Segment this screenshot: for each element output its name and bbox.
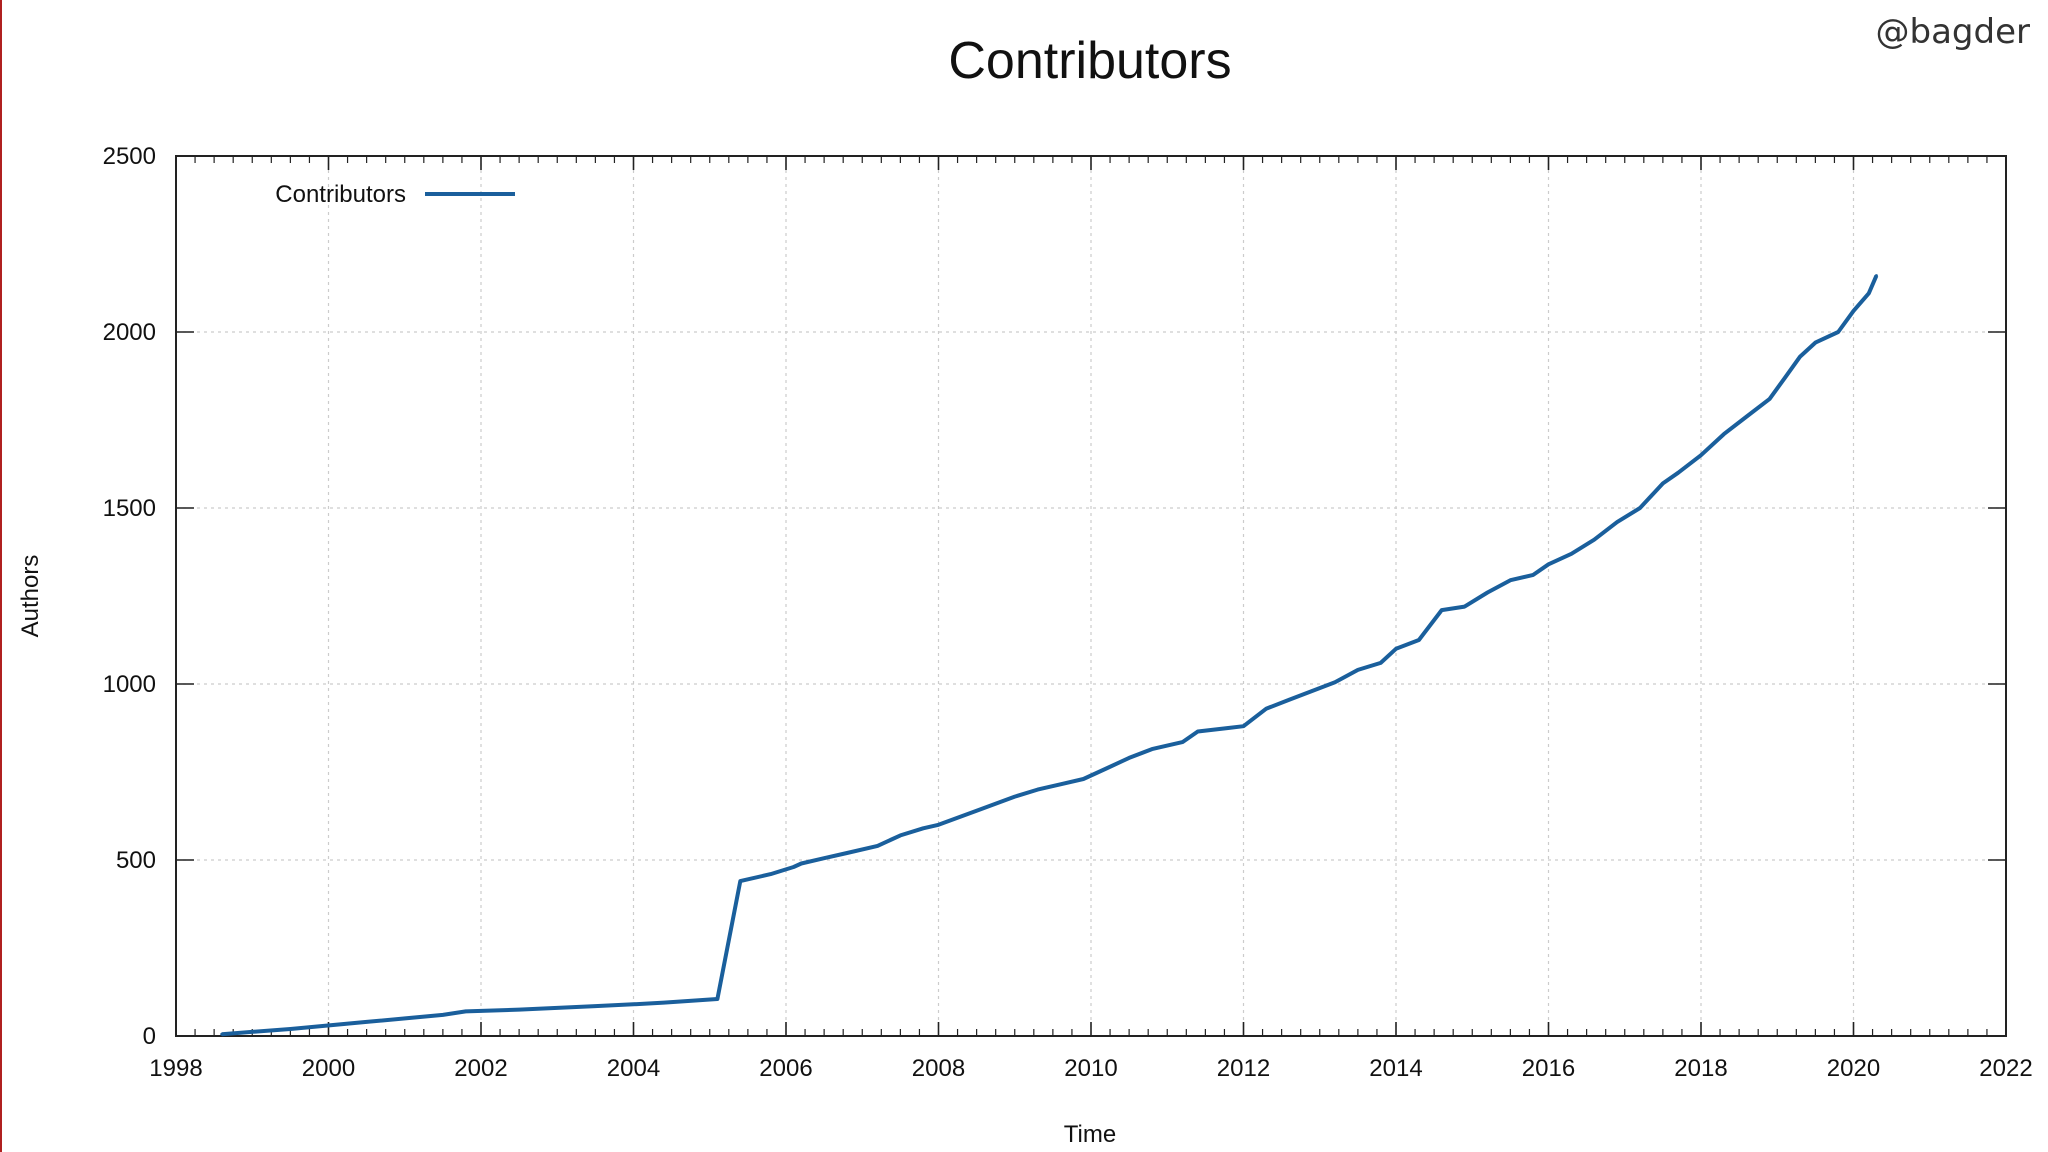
data-point [1196, 730, 1200, 734]
data-point [921, 826, 925, 830]
data-point [1676, 471, 1680, 475]
data-point [1356, 668, 1360, 672]
data-point [1615, 520, 1619, 524]
data-point [1242, 724, 1245, 728]
data-point [1813, 341, 1817, 345]
data-point [1036, 788, 1040, 792]
data-point [1836, 330, 1840, 334]
data-point [1852, 309, 1855, 313]
data-point [1226, 726, 1230, 730]
tick-labels: 1998 2000 2002 2004 2006 2008 2010 2012 2014 2016… [103, 143, 2033, 1082]
data-point [975, 809, 979, 813]
data-point [937, 823, 940, 827]
data-point [1745, 414, 1749, 418]
data-point [1059, 782, 1062, 786]
x-tick-label: 2020 [1827, 1055, 1880, 1082]
data-point [1798, 355, 1802, 359]
data-point [1569, 552, 1573, 556]
data-point [1463, 605, 1467, 609]
data-point [898, 833, 902, 837]
data-point [441, 1013, 445, 1017]
data-point [517, 1008, 521, 1012]
data-point [1874, 274, 1878, 278]
data-point [1508, 578, 1512, 582]
data-point [1013, 795, 1017, 799]
data-point [1333, 680, 1337, 684]
data-point [1531, 573, 1535, 577]
data-point [1127, 756, 1131, 760]
y-axis-label: Authors [17, 555, 44, 638]
x-tick-label: 2016 [1522, 1055, 1575, 1082]
data-point [1287, 698, 1291, 702]
x-axis-label: Time [1064, 1121, 1116, 1148]
data-point [662, 1001, 666, 1005]
data-point [1661, 481, 1665, 485]
data-point [1440, 608, 1444, 612]
data-point [822, 856, 826, 860]
data-point [1394, 647, 1398, 651]
y-tick-label: 1000 [103, 671, 156, 698]
y-tick-label: 500 [116, 847, 156, 874]
data-point [1181, 740, 1184, 744]
plot-frame [175, 155, 2007, 1037]
data-point [288, 1027, 292, 1031]
data-point [1264, 707, 1268, 711]
data-point [876, 844, 879, 848]
data-point [220, 1032, 224, 1036]
data-point [593, 1004, 597, 1008]
x-tick-label: 2008 [912, 1055, 965, 1082]
data-point [1722, 432, 1726, 436]
legend-label: Contributors [275, 181, 406, 208]
author-handle: @bagder [1875, 12, 2030, 52]
data-point [1547, 562, 1550, 566]
data-point [1783, 376, 1787, 380]
data-point [1104, 766, 1108, 770]
data-point [715, 997, 719, 1001]
data-point [1150, 747, 1154, 751]
x-tick-label: 2012 [1217, 1055, 1270, 1082]
x-tick-label: 2000 [302, 1055, 355, 1082]
data-point [1081, 777, 1085, 781]
axis-ticks [175, 155, 2007, 1037]
data-point [365, 1020, 369, 1024]
x-tick-label: 2010 [1064, 1055, 1117, 1082]
y-tick-label: 1500 [103, 495, 156, 522]
data-point [1638, 506, 1642, 510]
series-line-contributors [221, 274, 1879, 1037]
data-point [1379, 661, 1383, 665]
data-point [1486, 590, 1489, 594]
grid-lines [176, 156, 2006, 1036]
data-point [632, 1002, 635, 1006]
data-point [1592, 538, 1596, 542]
data-point [1867, 291, 1871, 295]
y-tick-label: 2500 [103, 143, 156, 170]
data-point [845, 851, 849, 855]
data-point [1699, 453, 1703, 457]
data-point [769, 872, 773, 876]
series-points [220, 274, 1878, 1036]
x-tick-label: 2022 [1979, 1055, 2032, 1082]
x-tick-label: 2002 [454, 1055, 507, 1082]
data-point [1417, 638, 1421, 642]
chart-title: Contributors [948, 32, 1231, 90]
data-point [1310, 689, 1314, 693]
y-tick-label: 0 [143, 1023, 156, 1050]
x-tick-label: 2014 [1369, 1055, 1422, 1082]
x-tick-label: 1998 [149, 1055, 202, 1082]
data-point [738, 879, 742, 883]
data-point [792, 865, 796, 869]
x-tick-label: 2004 [607, 1055, 660, 1082]
y-tick-label: 2000 [103, 319, 156, 346]
data-point [1768, 397, 1772, 401]
left-accent-rule [0, 0, 2, 1152]
data-point [799, 862, 803, 866]
x-tick-label: 2006 [759, 1055, 812, 1082]
data-point [464, 1009, 468, 1013]
x-tick-label: 2018 [1674, 1055, 1727, 1082]
